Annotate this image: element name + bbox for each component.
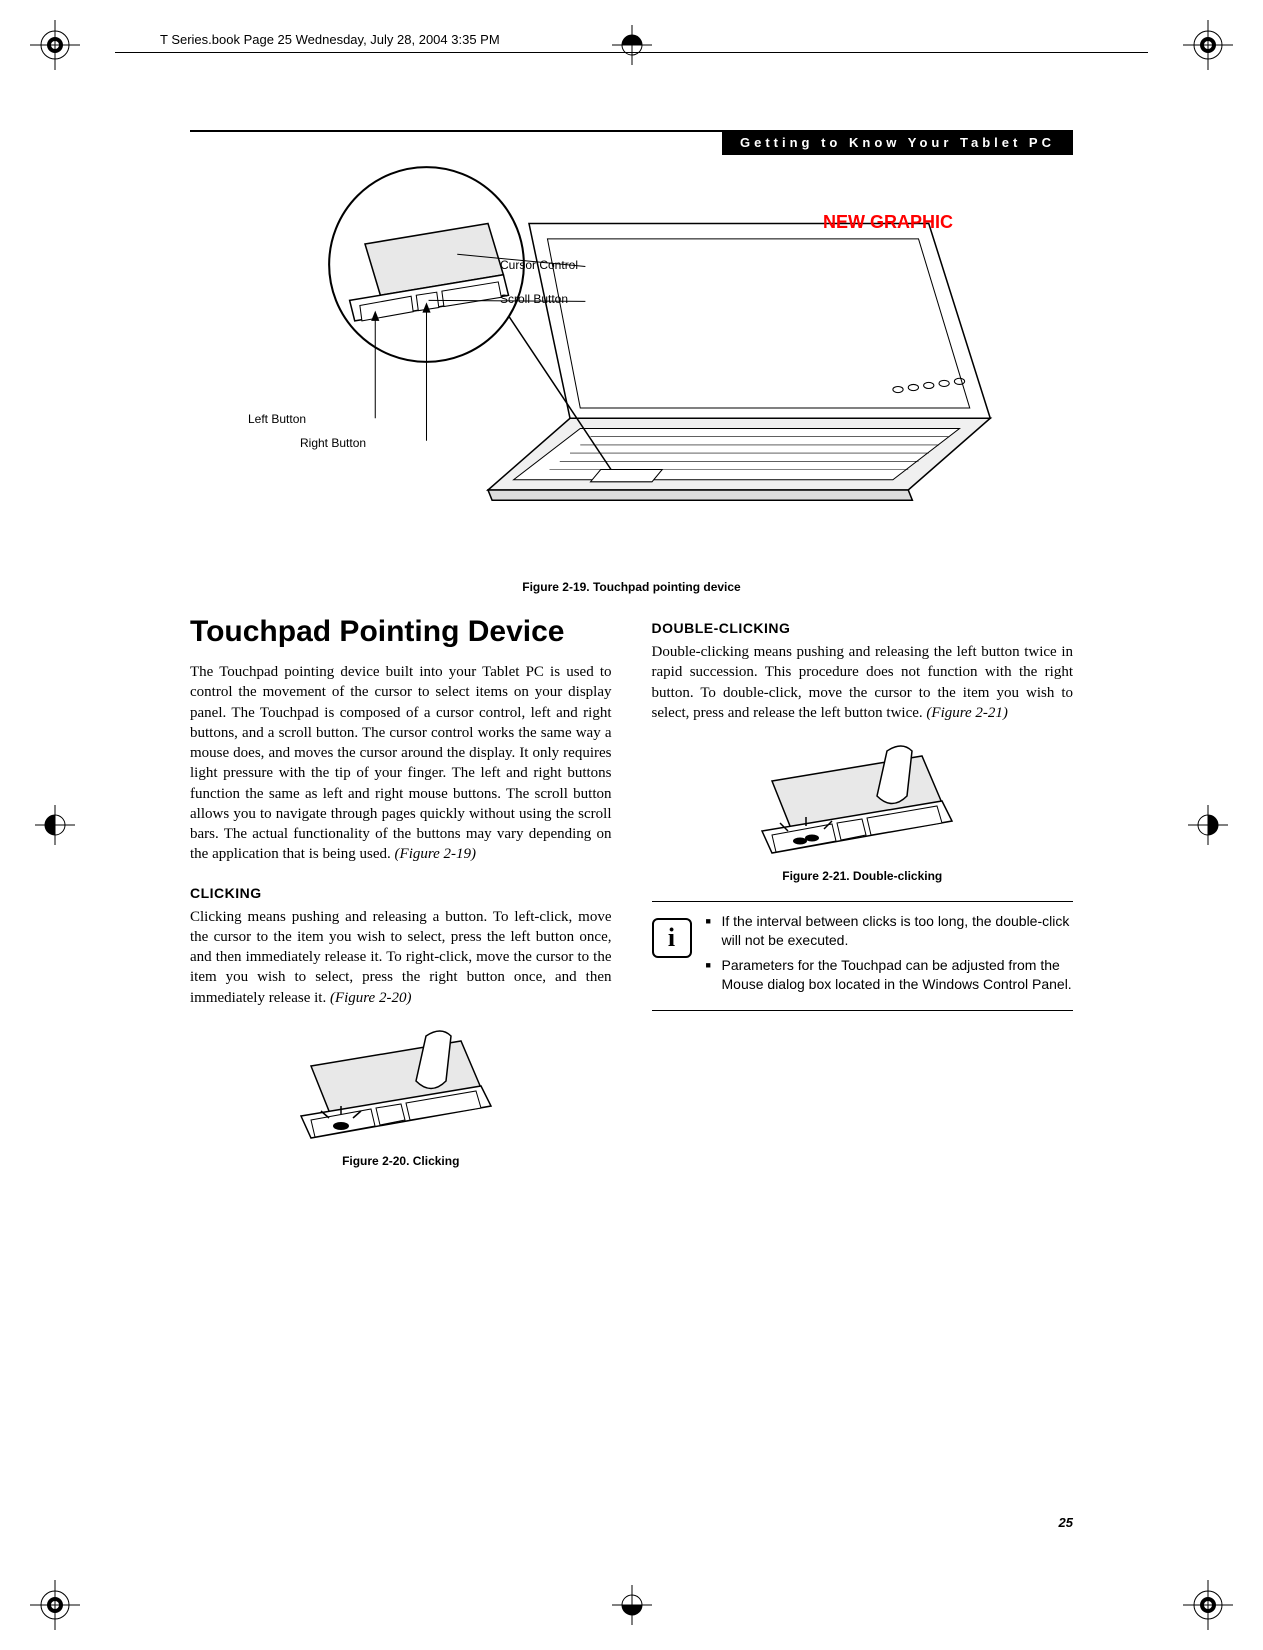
page-title: Touchpad Pointing Device bbox=[190, 614, 612, 650]
crop-mark-tl bbox=[30, 20, 80, 70]
intro-figref: (Figure 2-19) bbox=[395, 846, 477, 862]
figure-clicking-caption: Figure 2-20. Clicking bbox=[190, 1154, 612, 1168]
header-rule bbox=[115, 52, 1148, 53]
intro-text: The Touchpad pointing device built into … bbox=[190, 664, 612, 862]
double-text: Double-clicking means pushing and releas… bbox=[652, 644, 1074, 721]
page-number: 25 bbox=[1059, 1515, 1073, 1530]
figure-main-caption: Figure 2-19. Touchpad pointing device bbox=[190, 580, 1073, 594]
callout-left-button: Left Button bbox=[248, 412, 306, 426]
double-figref: (Figure 2-21) bbox=[926, 705, 1008, 721]
section-header-rule: Getting to Know Your Tablet PC bbox=[190, 130, 1073, 132]
crop-mark-mb bbox=[607, 1580, 657, 1630]
section-header: Getting to Know Your Tablet PC bbox=[722, 130, 1073, 155]
new-graphic-label: NEW GRAPHIC bbox=[823, 212, 953, 233]
clicking-figref: (Figure 2-20) bbox=[330, 990, 412, 1006]
crop-mark-bl bbox=[30, 1580, 80, 1630]
figure-clicking bbox=[281, 1026, 521, 1146]
crop-mark-tr bbox=[1183, 20, 1233, 70]
crop-mark-mr bbox=[1183, 800, 1233, 850]
note-item-1: If the interval between clicks is too lo… bbox=[706, 912, 1074, 950]
clicking-heading: CLICKING bbox=[190, 885, 612, 901]
callout-right-button: Right Button bbox=[300, 436, 366, 450]
callout-scroll-button: Scroll Button bbox=[500, 292, 568, 306]
note-item-2: Parameters for the Touchpad can be adjus… bbox=[706, 956, 1074, 994]
double-clicking-heading: DOUBLE-CLICKING bbox=[652, 620, 1074, 636]
note-list: If the interval between clicks is too lo… bbox=[706, 912, 1074, 1000]
right-column: DOUBLE-CLICKING Double-clicking means pu… bbox=[652, 614, 1074, 1168]
figure-double-caption: Figure 2-21. Double-clicking bbox=[652, 869, 1074, 883]
clicking-paragraph: Clicking means pushing and releasing a b… bbox=[190, 907, 612, 1008]
crop-mark-mt bbox=[607, 20, 657, 70]
intro-paragraph: The Touchpad pointing device built into … bbox=[190, 662, 612, 865]
page-header-meta: T Series.book Page 25 Wednesday, July 28… bbox=[160, 32, 500, 47]
info-icon: i bbox=[652, 918, 692, 958]
left-column: Touchpad Pointing Device The Touchpad po… bbox=[190, 614, 612, 1168]
crop-mark-br bbox=[1183, 1580, 1233, 1630]
figure-double-clicking bbox=[742, 741, 982, 861]
figure-touchpad-main: NEW GRAPHIC Cursor Control Scroll Button… bbox=[190, 162, 1073, 572]
crop-mark-ml bbox=[30, 800, 80, 850]
note-box: i If the interval between clicks is too … bbox=[652, 901, 1074, 1011]
double-clicking-paragraph: Double-clicking means pushing and releas… bbox=[652, 642, 1074, 723]
callout-cursor-control: Cursor Control bbox=[500, 258, 578, 272]
